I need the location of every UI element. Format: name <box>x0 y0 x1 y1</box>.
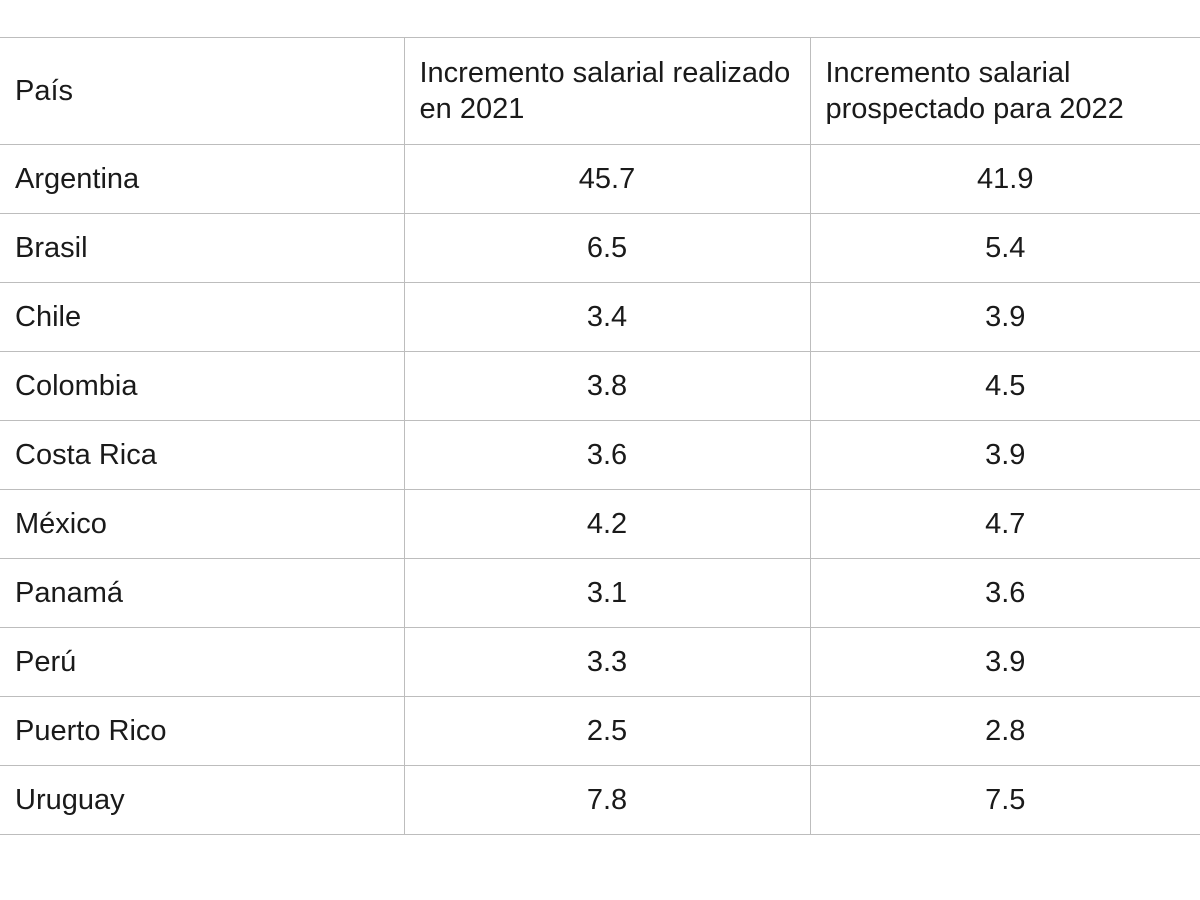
realizado-2021-cell: 45.7 <box>403 144 811 214</box>
country-cell: Brasil <box>0 213 405 283</box>
prospectado-2022-cell: 4.5 <box>809 351 1200 421</box>
table-row: Argentina 45.7 41.9 <box>0 144 1200 214</box>
header-row: País Incremento salarial realizado en 20… <box>0 37 1200 145</box>
country-cell: Uruguay <box>0 765 405 835</box>
realizado-2021-cell: 3.3 <box>403 627 811 697</box>
prospectado-2022-cell: 5.4 <box>809 213 1200 283</box>
prospectado-2022-cell: 4.7 <box>809 489 1200 559</box>
table-row: Chile 3.4 3.9 <box>0 282 1200 352</box>
table-row: Brasil 6.5 5.4 <box>0 213 1200 283</box>
table-header: País Incremento salarial realizado en 20… <box>0 37 1200 145</box>
header-country: País <box>0 37 405 145</box>
country-cell: Argentina <box>0 144 405 214</box>
country-cell: Colombia <box>0 351 405 421</box>
prospectado-2022-cell: 2.8 <box>809 696 1200 766</box>
realizado-2021-cell: 3.1 <box>403 558 811 628</box>
realizado-2021-cell: 6.5 <box>403 213 811 283</box>
realizado-2021-cell: 7.8 <box>403 765 811 835</box>
realizado-2021-cell: 3.6 <box>403 420 811 490</box>
prospectado-2022-cell: 3.6 <box>809 558 1200 628</box>
realizado-2021-cell: 3.4 <box>403 282 811 352</box>
country-cell: Panamá <box>0 558 405 628</box>
prospectado-2022-cell: 3.9 <box>809 627 1200 697</box>
prospectado-2022-cell: 3.9 <box>809 420 1200 490</box>
table-row: Panamá 3.1 3.6 <box>0 558 1200 628</box>
table-row: Costa Rica 3.6 3.9 <box>0 420 1200 490</box>
header-prospectado-2022: Incremento salarial prospectado para 202… <box>809 37 1200 145</box>
realizado-2021-cell: 2.5 <box>403 696 811 766</box>
table-row: Puerto Rico 2.5 2.8 <box>0 696 1200 766</box>
table-row: Colombia 3.8 4.5 <box>0 351 1200 421</box>
table-row: Perú 3.3 3.9 <box>0 627 1200 697</box>
country-cell: Perú <box>0 627 405 697</box>
prospectado-2022-cell: 41.9 <box>809 144 1200 214</box>
realizado-2021-cell: 4.2 <box>403 489 811 559</box>
prospectado-2022-cell: 7.5 <box>809 765 1200 835</box>
table-row: México 4.2 4.7 <box>0 489 1200 559</box>
salary-increase-table: País Incremento salarial realizado en 20… <box>0 37 1200 835</box>
country-cell: Costa Rica <box>0 420 405 490</box>
table-body: Argentina 45.7 41.9 Brasil 6.5 5.4 Chile… <box>0 144 1200 835</box>
country-cell: México <box>0 489 405 559</box>
header-realizado-2021: Incremento salarial realizado en 2021 <box>403 37 811 145</box>
prospectado-2022-cell: 3.9 <box>809 282 1200 352</box>
country-cell: Chile <box>0 282 405 352</box>
table-row: Uruguay 7.8 7.5 <box>0 765 1200 835</box>
country-cell: Puerto Rico <box>0 696 405 766</box>
realizado-2021-cell: 3.8 <box>403 351 811 421</box>
